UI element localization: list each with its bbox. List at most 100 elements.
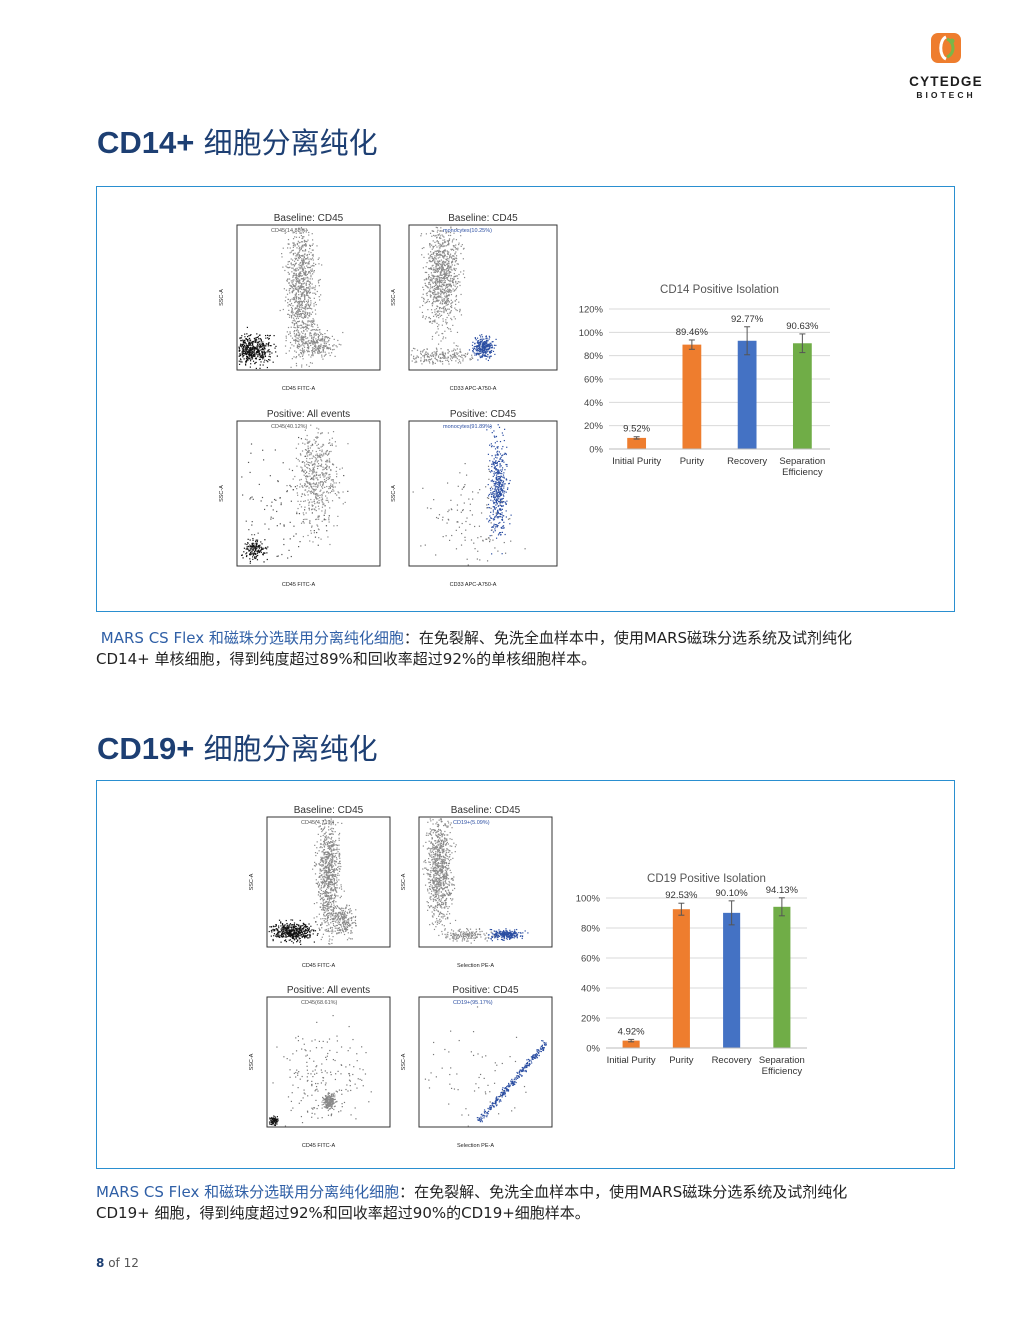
y-axis-label: SSC-A: [391, 289, 397, 306]
bar: [682, 344, 702, 449]
scatter-points: [412, 424, 526, 566]
plot-title: Positive: CD45: [452, 985, 519, 996]
y-axis-label: SSC-A: [219, 289, 225, 306]
gate-label: monocytes(91.89%): [443, 424, 492, 430]
bar: [672, 909, 690, 1048]
cytedge-logo-icon: [931, 33, 961, 63]
section-title-cd19: CD19+ 细胞分离纯化: [97, 726, 378, 768]
flow-plot: Positive: CD45 CD19+(95.17%) Selection PE-…: [397, 983, 557, 1157]
y-tick-label: 120%: [579, 305, 604, 316]
plot-title: Baseline: CD45: [448, 213, 518, 224]
y-axis-label: SSC-A: [401, 1053, 407, 1070]
bar: [773, 906, 791, 1048]
plot-title: Baseline: CD45: [274, 213, 344, 224]
flow-plot: Positive: All events CD45(68.61%) CD45 FIT…: [245, 983, 395, 1157]
y-tick-label: 60%: [584, 375, 604, 386]
scatter-points: [424, 1006, 547, 1127]
plot-title: Baseline: CD45: [294, 805, 364, 816]
plot-frame: [408, 420, 558, 567]
section-title-bold: CD19+: [97, 731, 195, 766]
caption-line2: CD14+ 单核细胞，得到纯度超过89%和回收率超过92%的单核细胞样本。: [96, 650, 597, 668]
plot-title: Positive: CD45: [450, 409, 517, 420]
section-title-bold: CD14+: [97, 125, 195, 160]
y-tick-label: 100%: [579, 328, 604, 339]
chart-title: CD14 Positive Isolation: [660, 284, 779, 296]
plot-frame: [418, 816, 553, 948]
x-axis-label: CD33 APC-A750-A: [450, 582, 497, 588]
gate-label: CD45(68.61%): [301, 1000, 338, 1006]
gate-label: CD19+(5.09%): [453, 820, 490, 826]
data-label: 90.63%: [786, 321, 819, 332]
data-label: 9.52%: [623, 424, 650, 435]
plot-title: Baseline: CD45: [451, 805, 521, 816]
figure-box-cd19: Baseline: CD45 CD45(4.71%) CD45 FITC-A SSC-…: [96, 780, 955, 1169]
gate-label: CD45(40.12%): [271, 424, 308, 430]
y-axis-label: SSC-A: [249, 873, 255, 890]
y-tick-label: 0%: [586, 1044, 600, 1055]
scatter-points: [268, 1014, 372, 1127]
y-axis-label: SSC-A: [249, 1053, 255, 1070]
page-number: 8 of 12: [96, 1256, 139, 1270]
x-tick-label: Initial Purity: [607, 1055, 656, 1066]
y-tick-label: 80%: [581, 924, 601, 935]
data-label: 94.13%: [766, 885, 799, 896]
x-tick-label: Recovery: [712, 1055, 752, 1066]
scatter-points: [238, 226, 344, 370]
section-title-text: 细胞分离纯化: [203, 732, 378, 766]
data-label: 90.10%: [716, 888, 749, 899]
section-title-text: 细胞分离纯化: [203, 126, 378, 160]
bar: [723, 912, 741, 1048]
plot-frame: [418, 996, 553, 1128]
y-tick-label: 40%: [581, 984, 601, 995]
scatter-points: [422, 818, 529, 944]
flow-plot: Positive: All events CD45(40.12%) CD45 FIT…: [215, 407, 385, 596]
bar: [622, 1040, 640, 1048]
brand-logo: CYTEDGE BIOTECH: [900, 32, 992, 104]
scatter-points: [268, 818, 357, 945]
x-axis-label: CD45 FITC-A: [302, 1143, 336, 1149]
flow-plot: Baseline: CD45 CD45(14.88%) CD45 FITC-A SSC…: [215, 211, 385, 400]
caption-cd19: MARS CS Flex 和磁珠分选联用分离纯化细胞：在免裂解、免洗全血样本中，…: [96, 1182, 956, 1224]
data-label: 89.46%: [676, 327, 709, 338]
x-axis-label: CD45 FITC-A: [282, 582, 316, 588]
gate-label: CD45(14.88%): [271, 228, 308, 234]
x-tick-label: Separation: [759, 1055, 805, 1066]
gate-label: monocytes(10.25%): [443, 228, 492, 234]
y-tick-label: 0%: [589, 445, 603, 456]
caption-line2: CD19+ 细胞，得到纯度超过92%和回收率超过90%的CD19+细胞样本。: [96, 1204, 590, 1222]
scatter-points: [410, 226, 497, 365]
plot-frame: [266, 996, 391, 1128]
x-tick-label: Efficiency: [762, 1066, 803, 1077]
x-axis-label: CD33 APC-A750-A: [450, 386, 497, 392]
caption-line1: ：在免裂解、免洗全血样本中，使用MARS磁珠分选系统及试剂纯化: [399, 1183, 848, 1201]
x-tick-label: Purity: [669, 1055, 694, 1066]
y-tick-label: 80%: [584, 351, 604, 362]
plot-title: Positive: All events: [287, 985, 370, 996]
gate-label: CD45(4.71%): [301, 820, 334, 826]
logo-subtitle: BIOTECH: [916, 90, 976, 100]
x-axis-label: CD45 FITC-A: [282, 386, 316, 392]
page-total: of 12: [108, 1256, 139, 1270]
y-tick-label: 20%: [581, 1014, 601, 1025]
flow-plot: Baseline: CD45 monocytes(10.25%) CD33 APC-…: [387, 211, 562, 400]
logo-name: CYTEDGE: [909, 74, 983, 89]
x-axis-label: Selection PE-A: [457, 963, 494, 969]
data-label: 92.53%: [665, 890, 698, 901]
y-tick-label: 40%: [584, 398, 604, 409]
data-label: 4.92%: [618, 1026, 645, 1037]
page-current: 8: [96, 1256, 105, 1270]
x-tick-label: Separation: [779, 456, 825, 467]
y-tick-label: 60%: [581, 954, 601, 965]
y-axis-label: SSC-A: [401, 873, 407, 890]
y-tick-label: 20%: [584, 421, 604, 432]
bar-chart-cd14: CD14 Positive Isolation 0% 20% 40% 60% 80% 100…: [565, 277, 840, 501]
plot-title: Positive: All events: [267, 409, 350, 420]
caption-highlight: MARS CS Flex 和磁珠分选联用分离纯化细胞: [96, 1183, 400, 1201]
y-tick-label: 100%: [576, 894, 601, 905]
caption-line1: ：在免裂解、免洗全血样本中，使用MARS磁珠分选系统及试剂纯化: [403, 629, 853, 647]
flow-plot: Baseline: CD45 CD19+(5.09%) Selection PE-A…: [397, 803, 557, 977]
x-tick-label: Initial Purity: [612, 456, 661, 467]
flow-plot: Positive: CD45 monocytes(91.89%) CD33 APC-…: [387, 407, 562, 596]
chart-title: CD19 Positive Isolation: [647, 873, 766, 885]
x-axis-label: CD45 FITC-A: [302, 963, 336, 969]
